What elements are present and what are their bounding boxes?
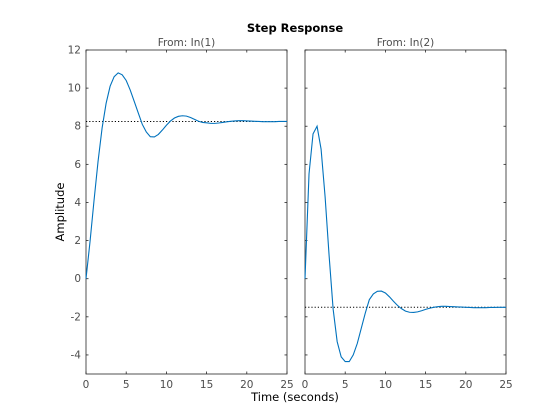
panel-subtitle-in1: From: In(1) bbox=[158, 37, 216, 49]
y-tick-label: 2 bbox=[74, 235, 81, 247]
y-tick-label: 10 bbox=[68, 83, 81, 95]
axes-box-in2 bbox=[304, 49, 507, 375]
response-line-in1 bbox=[85, 72, 287, 279]
x-tick-label-in1: 0 bbox=[83, 379, 90, 391]
y-tick-label: 0 bbox=[74, 273, 81, 285]
x-tick-label-in1: 20 bbox=[240, 379, 253, 391]
x-tick-label-in1: 25 bbox=[280, 379, 293, 391]
chart-title: Step Response bbox=[247, 21, 343, 35]
y-axis-label: Amplitude bbox=[53, 183, 67, 242]
x-tick-labels-in2: 0 5 10 15 20 25 bbox=[302, 379, 513, 391]
x-tick-label-in2: 10 bbox=[379, 379, 392, 391]
axes-box-in1 bbox=[85, 49, 288, 375]
y-tick-label: -4 bbox=[71, 349, 82, 361]
y-tick-label: 8 bbox=[74, 121, 81, 133]
y-tick-labels-in1: -4 -2 0 2 4 6 8 10 12 bbox=[68, 45, 82, 362]
x-tick-label-in1: 15 bbox=[200, 379, 213, 391]
x-tick-label-in2: 25 bbox=[499, 379, 512, 391]
x-tick-label-in2: 20 bbox=[459, 379, 472, 391]
panel-from-in2: From: In(2) 0 5 10 15 20 25 bbox=[302, 37, 513, 391]
y-tick-label: 4 bbox=[74, 197, 81, 209]
panel-subtitle-in2: From: In(2) bbox=[377, 37, 435, 49]
x-tick-label-in2: 5 bbox=[342, 379, 349, 391]
ticks-in2 bbox=[304, 49, 507, 374]
y-tick-label: 6 bbox=[74, 159, 81, 171]
x-tick-labels-in1: 0 5 10 15 20 25 bbox=[83, 379, 294, 391]
x-tick-label-in2: 15 bbox=[419, 379, 432, 391]
response-line-in2 bbox=[304, 124, 506, 363]
y-tick-label: -2 bbox=[71, 311, 81, 323]
x-tick-label-in1: 5 bbox=[123, 379, 130, 391]
y-tick-label: 12 bbox=[68, 45, 81, 57]
panel-from-in1: From: In(1) 0 5 10 15 20 25 -4 -2 0 2 4 6 8 10 12 bbox=[68, 37, 294, 391]
x-tick-label-in1: 10 bbox=[160, 379, 173, 391]
ticks-in1 bbox=[85, 49, 288, 374]
x-axis-label: Time (seconds) bbox=[250, 390, 339, 404]
x-tick-label-in2: 0 bbox=[302, 379, 309, 391]
